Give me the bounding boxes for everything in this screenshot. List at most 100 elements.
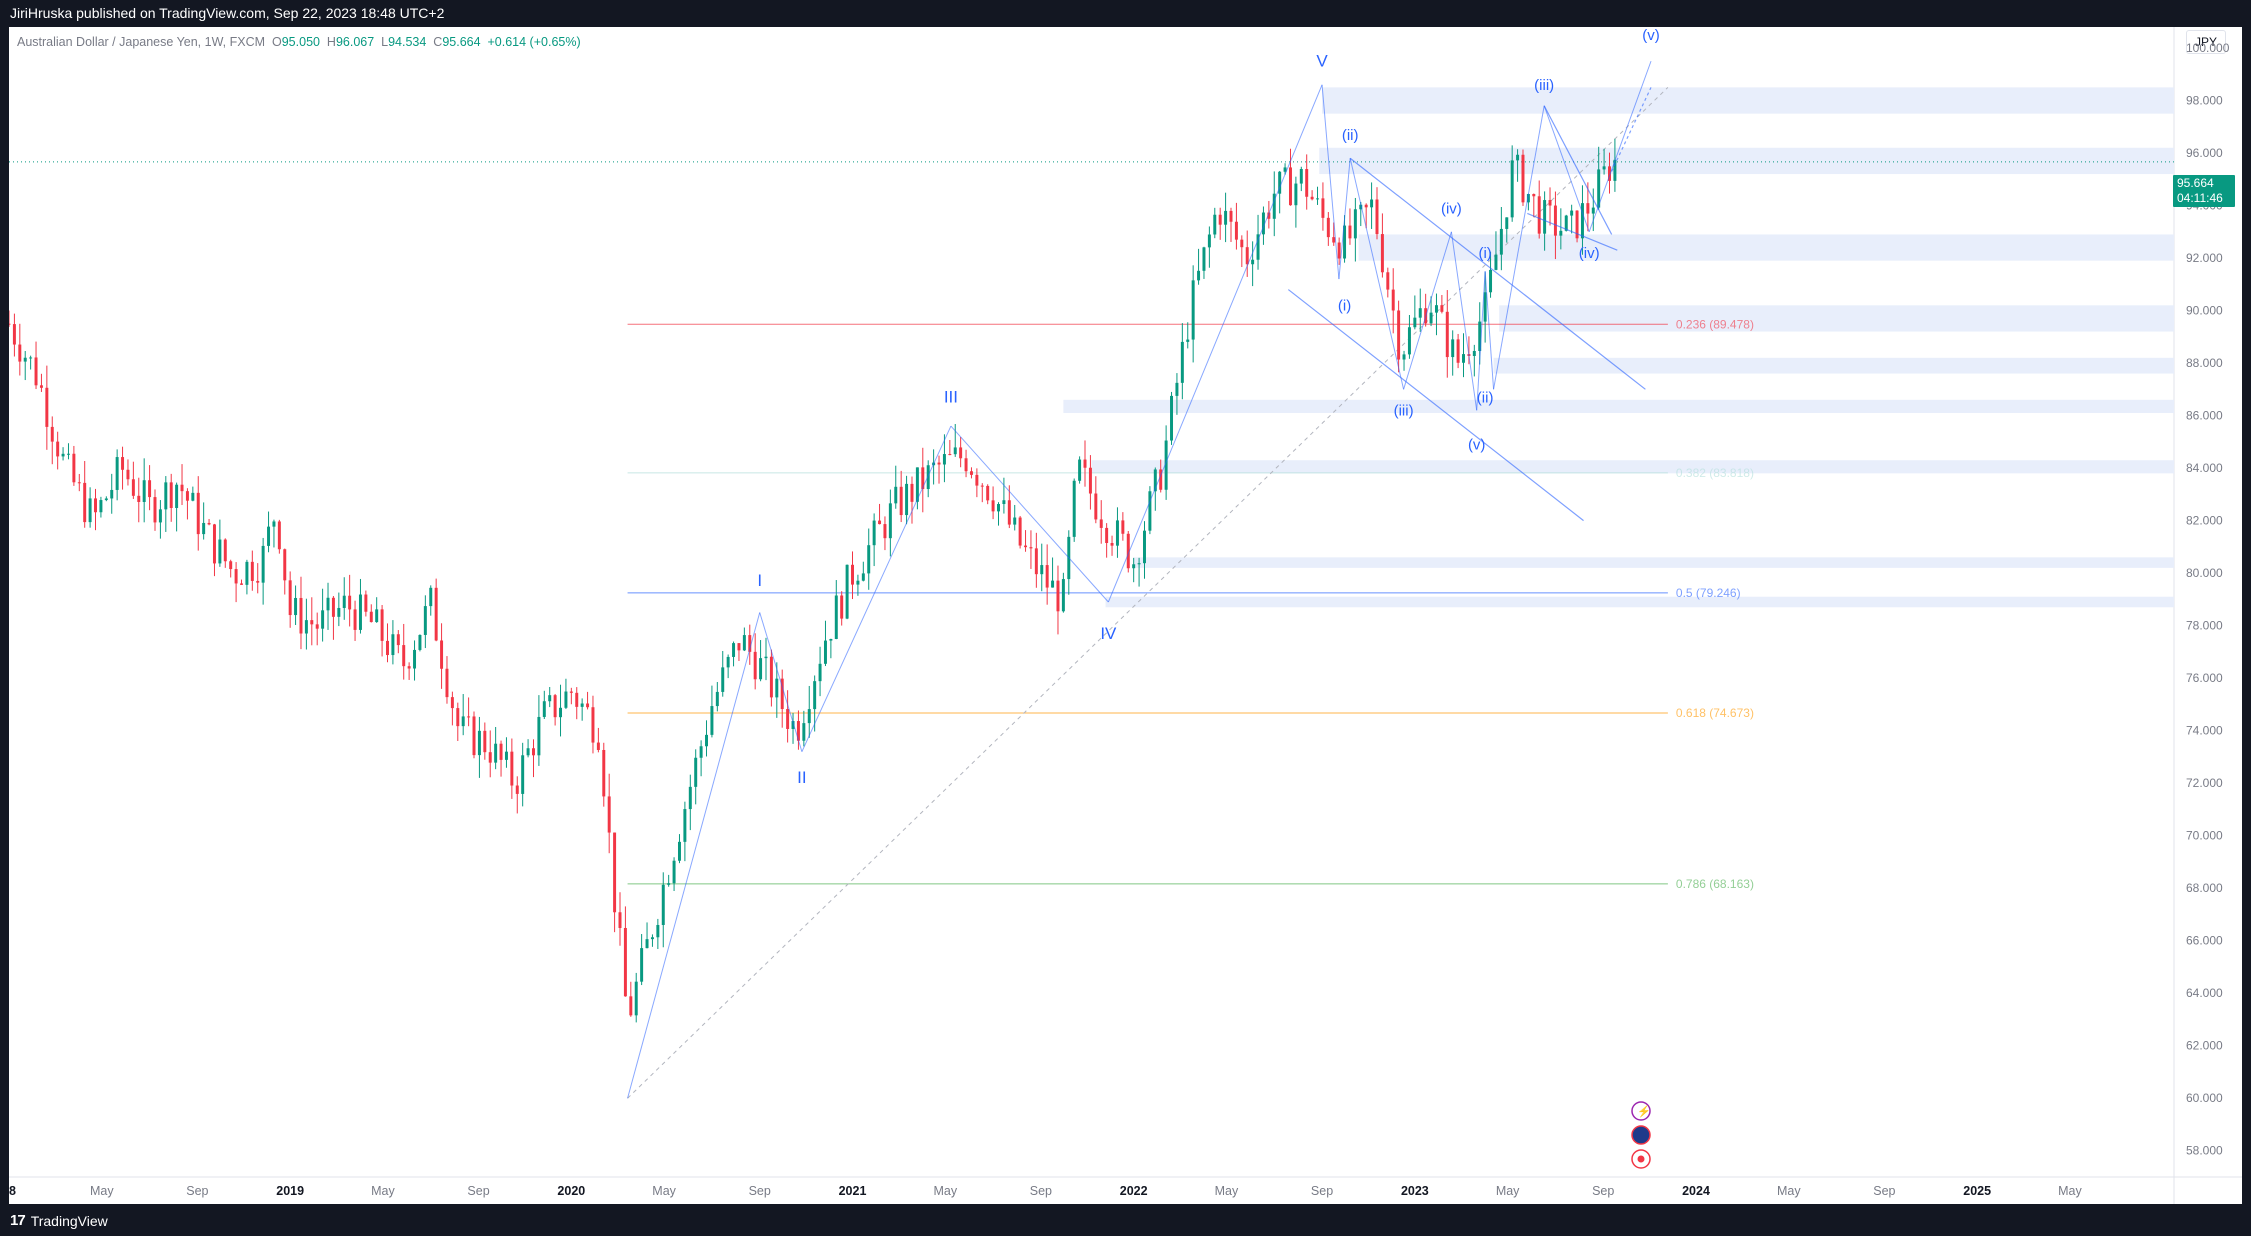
- wave-line: [1484, 271, 1495, 390]
- candle-body: [1272, 193, 1276, 219]
- time-tick-label: 2023: [1401, 1184, 1429, 1198]
- zone-band: [1091, 460, 2174, 474]
- candle-body: [510, 751, 514, 786]
- candle-body: [158, 509, 162, 523]
- candle-body: [1034, 548, 1038, 575]
- candle-body: [337, 607, 341, 617]
- price-tick-label: 98.000: [2186, 94, 2223, 108]
- tradingview-icon: 17: [10, 1212, 26, 1229]
- candle-body: [1083, 459, 1087, 468]
- candle-body: [88, 498, 92, 523]
- price-chart[interactable]: 0.236 (89.478) 0.382 (83.818) 0.5 (79.246)…: [9, 27, 2242, 1204]
- candle-body: [364, 594, 368, 612]
- candle-body: [131, 479, 135, 496]
- time-tick-label: May: [2058, 1184, 2082, 1198]
- price-tick-label: 82.000: [2186, 514, 2223, 528]
- time-tick-label: 18: [9, 1184, 16, 1198]
- fib-level-label: 0.382 (83.818): [1676, 466, 1754, 480]
- candle-body: [180, 484, 184, 492]
- candle-body: [596, 742, 600, 750]
- zone-band: [1493, 357, 2174, 374]
- candle-body: [732, 643, 736, 657]
- candle-body: [1353, 209, 1357, 239]
- candle-body: [45, 387, 49, 427]
- candle-body: [1440, 305, 1444, 312]
- candle-body: [548, 695, 552, 702]
- candle-body: [1078, 459, 1082, 481]
- candle-body: [1186, 339, 1190, 342]
- candle-body: [104, 498, 108, 501]
- flag-au-icon[interactable]: [1631, 1125, 1651, 1145]
- wave-label: (v): [1468, 437, 1486, 454]
- candle-body: [391, 634, 395, 656]
- event-icons[interactable]: ⚡: [1631, 1101, 1651, 1169]
- wave-label: III: [944, 387, 958, 406]
- candle-body: [726, 656, 730, 668]
- candle-body: [1364, 204, 1368, 208]
- candle-body: [1343, 225, 1347, 259]
- candle-body: [1472, 350, 1476, 356]
- wave-line: [1543, 105, 1590, 232]
- candle-body: [310, 620, 314, 625]
- price-tick-label: 96.000: [2186, 146, 2223, 160]
- candle-body: [407, 666, 411, 669]
- candle-body: [456, 708, 460, 727]
- candle-body: [575, 692, 579, 707]
- candle-body: [321, 610, 325, 629]
- channel-line-lower: [1287, 289, 1584, 522]
- candle-body: [818, 663, 822, 682]
- candle-body: [910, 483, 914, 502]
- candle-body: [277, 521, 281, 550]
- candle-body: [1207, 234, 1211, 248]
- candle-body: [1072, 480, 1076, 537]
- candle-body: [272, 521, 276, 527]
- time-tick-label: Sep: [467, 1184, 489, 1198]
- chart-area[interactable]: Australian Dollar / Japanese Yen, 1W, FX…: [9, 27, 2242, 1204]
- candle-body: [786, 709, 790, 729]
- time-tick-label: 2022: [1120, 1184, 1148, 1198]
- candle-body: [975, 474, 979, 486]
- candle-body: [142, 480, 146, 502]
- candle-body: [1564, 215, 1568, 231]
- candle-body: [1132, 564, 1136, 569]
- candle-body: [483, 730, 487, 753]
- candle-body: [1126, 533, 1130, 569]
- candle-body: [699, 746, 703, 758]
- candle-body: [1332, 237, 1336, 243]
- brand-label: TradingView: [30, 1212, 108, 1229]
- candle-body: [796, 721, 800, 741]
- candle-body: [326, 597, 330, 611]
- candle-body: [764, 656, 768, 659]
- fib-level-label: 0.786 (68.163): [1676, 877, 1754, 891]
- candle-body: [564, 691, 568, 708]
- candle-body: [331, 597, 335, 617]
- time-tick-label: May: [1215, 1184, 1239, 1198]
- candle-body: [494, 743, 498, 763]
- candle-body: [418, 634, 422, 650]
- tradingview-logo[interactable]: 17 TradingView: [10, 1212, 108, 1229]
- candle-body: [1045, 565, 1049, 588]
- price-tick-label: 100.000: [2186, 41, 2230, 55]
- candle-body: [1489, 269, 1493, 293]
- candle-body: [1218, 214, 1222, 225]
- candle-body: [245, 561, 249, 585]
- candle-body: [185, 491, 189, 501]
- candle-body: [845, 564, 849, 619]
- price-tick-label: 92.000: [2186, 251, 2223, 265]
- candle-body: [721, 667, 725, 692]
- price-tick-label: 62.000: [2186, 1039, 2223, 1053]
- candle-body: [1202, 247, 1206, 271]
- fib-level-label: 0.236 (89.478): [1676, 317, 1754, 331]
- candle-body: [261, 545, 265, 583]
- candle-body: [1570, 210, 1574, 216]
- candle-body: [99, 500, 103, 513]
- candle-body: [559, 707, 563, 718]
- lightning-icon[interactable]: [1631, 1101, 1651, 1121]
- candle-body: [537, 716, 541, 756]
- wave-label: II: [797, 768, 806, 787]
- candle-body: [1056, 580, 1060, 612]
- candle-body: [1602, 166, 1606, 170]
- candle-body: [856, 580, 860, 585]
- currency-button[interactable]: JPY: [2186, 30, 2226, 54]
- time-tick-label: May: [1777, 1184, 1801, 1198]
